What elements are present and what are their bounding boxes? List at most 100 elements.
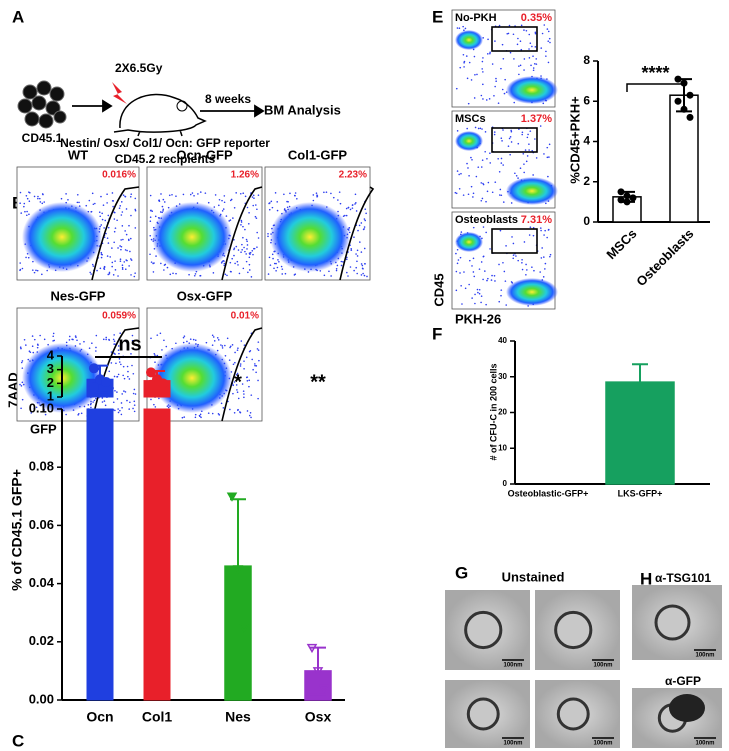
event-dot: [455, 87, 458, 90]
event-dot: [236, 389, 238, 391]
event-dot: [91, 263, 94, 266]
event-dot: [20, 361, 23, 364]
y-tick-label: 2: [47, 375, 54, 390]
endpoint: BM Analysis: [264, 102, 341, 117]
event-dot: [517, 259, 519, 262]
event-dot: [103, 400, 106, 402]
event-dot: [484, 131, 487, 133]
event-dot: [547, 40, 550, 42]
event-dot: [158, 199, 160, 202]
event-dot: [151, 210, 154, 213]
event-dot: [134, 227, 137, 229]
event-dot: [337, 199, 339, 201]
event-dot: [112, 205, 114, 208]
event-dot: [39, 201, 42, 203]
event-dot: [476, 73, 478, 76]
event-dot: [20, 212, 23, 214]
event-dot: [489, 162, 492, 164]
event-dot: [153, 403, 155, 406]
event-dot: [99, 267, 102, 270]
event-dot: [256, 246, 258, 248]
event-dot: [127, 375, 129, 378]
event-dot: [528, 57, 531, 59]
y-tick-label: 0: [503, 479, 508, 488]
event-dot: [508, 24, 511, 27]
event-dot: [515, 174, 518, 177]
event-dot: [246, 379, 249, 382]
panel-label: H: [640, 569, 652, 588]
event-dot: [478, 292, 481, 295]
event-dot: [218, 414, 221, 416]
event-dot: [360, 222, 363, 224]
scale-label: 100nm: [593, 663, 612, 669]
event-dot: [547, 175, 549, 178]
event-dot: [482, 98, 484, 100]
event-dot: [237, 249, 240, 251]
event-dot: [456, 27, 459, 29]
event-dot: [535, 157, 538, 159]
event-dot: [486, 53, 489, 55]
event-dot: [281, 273, 284, 275]
event-dot: [238, 272, 241, 275]
event-dot: [252, 368, 254, 371]
event-dot: [549, 253, 552, 256]
event-dot: [122, 365, 125, 368]
data-point: [158, 378, 168, 389]
vesicle: [654, 604, 691, 641]
event-dot: [293, 274, 296, 276]
event-dot: [500, 157, 503, 160]
event-dot: [534, 32, 537, 35]
plot-title: Ocn-GFP: [176, 147, 233, 162]
event-dot: [510, 130, 513, 133]
event-dot: [68, 335, 71, 338]
event-dot: [21, 398, 24, 401]
vesicle: [466, 697, 500, 731]
event-dot: [243, 396, 245, 399]
event-dot: [355, 210, 358, 212]
event-dot: [245, 253, 247, 255]
event-dot: [243, 368, 245, 370]
event-dot: [234, 262, 236, 265]
event-dot: [289, 192, 291, 195]
event-dot: [356, 260, 358, 263]
event-dot: [480, 94, 483, 97]
gate: [491, 26, 538, 52]
event-dot: [119, 332, 121, 335]
event-dot: [532, 55, 534, 58]
event-dot: [472, 192, 475, 195]
event-dot: [242, 390, 245, 392]
event-dot: [283, 193, 285, 196]
data-point: [306, 643, 318, 654]
event-dot: [517, 37, 519, 40]
event-dot: [239, 363, 242, 365]
event-dot: [525, 160, 528, 163]
event-dot: [129, 250, 131, 253]
event-dot: [246, 240, 248, 243]
event-dot: [486, 190, 489, 193]
plot-title: Col1-GFP: [288, 147, 348, 162]
event-dot: [164, 263, 167, 266]
event-dot: [223, 201, 226, 204]
event-dot: [90, 406, 92, 409]
gate-percent: 1.26%: [231, 170, 259, 181]
event-dot: [312, 199, 315, 202]
y-tick-label: 0: [583, 214, 590, 228]
event-dot: [355, 202, 357, 204]
event-dot: [245, 260, 248, 263]
event-dot: [235, 384, 238, 386]
event-dot: [125, 233, 128, 236]
event-dot: [121, 264, 124, 267]
data-point: [686, 113, 694, 121]
event-dot: [350, 247, 353, 250]
event-dot: [113, 343, 115, 345]
event-dot: [121, 268, 124, 270]
event-dot: [168, 194, 171, 197]
y-tick-label: 0.04: [29, 575, 55, 590]
population: [152, 202, 232, 272]
event-dot: [480, 166, 483, 168]
event-dot: [454, 191, 457, 194]
event-dot: [246, 410, 249, 412]
event-dot: [456, 170, 459, 172]
event-dot: [43, 201, 46, 203]
event-dot: [28, 350, 31, 352]
